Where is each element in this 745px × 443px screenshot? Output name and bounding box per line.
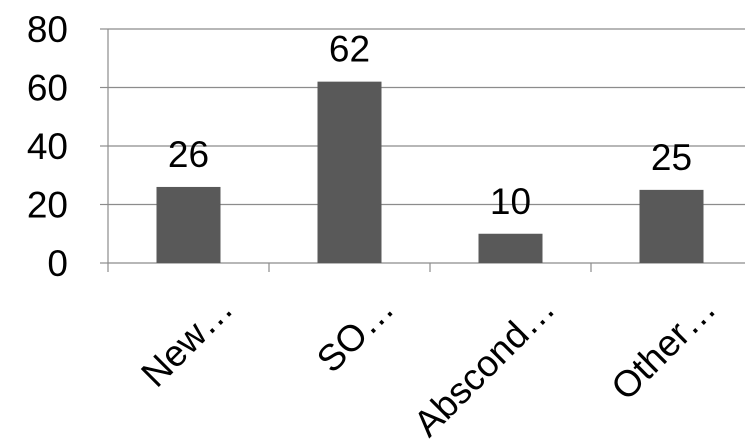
x-category-label-2: Abscond…	[406, 287, 563, 443]
data-labels: 26 62 10 25	[168, 29, 692, 222]
x-category-label-3: Other…	[603, 287, 724, 408]
bar-2	[478, 233, 543, 263]
y-axis-tick-labels: 0 20 40 60 80	[27, 9, 68, 284]
bar-3	[639, 189, 704, 263]
x-category-label-0: New…	[133, 287, 241, 395]
data-label-1: 62	[329, 29, 370, 70]
y-tick-label-20: 20	[27, 185, 68, 226]
y-tick-label-60: 60	[27, 68, 68, 109]
data-label-3: 25	[651, 137, 692, 178]
data-label-2: 10	[490, 181, 531, 222]
y-tick-label-40: 40	[27, 126, 68, 167]
x-category-label-1: SO…	[309, 287, 402, 380]
x-axis-category-labels: New… SO… Abscond… Other…	[133, 287, 724, 443]
y-tick-label-80: 80	[27, 9, 68, 50]
bar-0	[156, 186, 221, 263]
gridlines	[108, 28, 745, 206]
bar-1	[317, 81, 382, 264]
bars	[156, 81, 704, 264]
y-tick-label-0: 0	[47, 243, 68, 284]
data-label-0: 26	[168, 134, 209, 175]
